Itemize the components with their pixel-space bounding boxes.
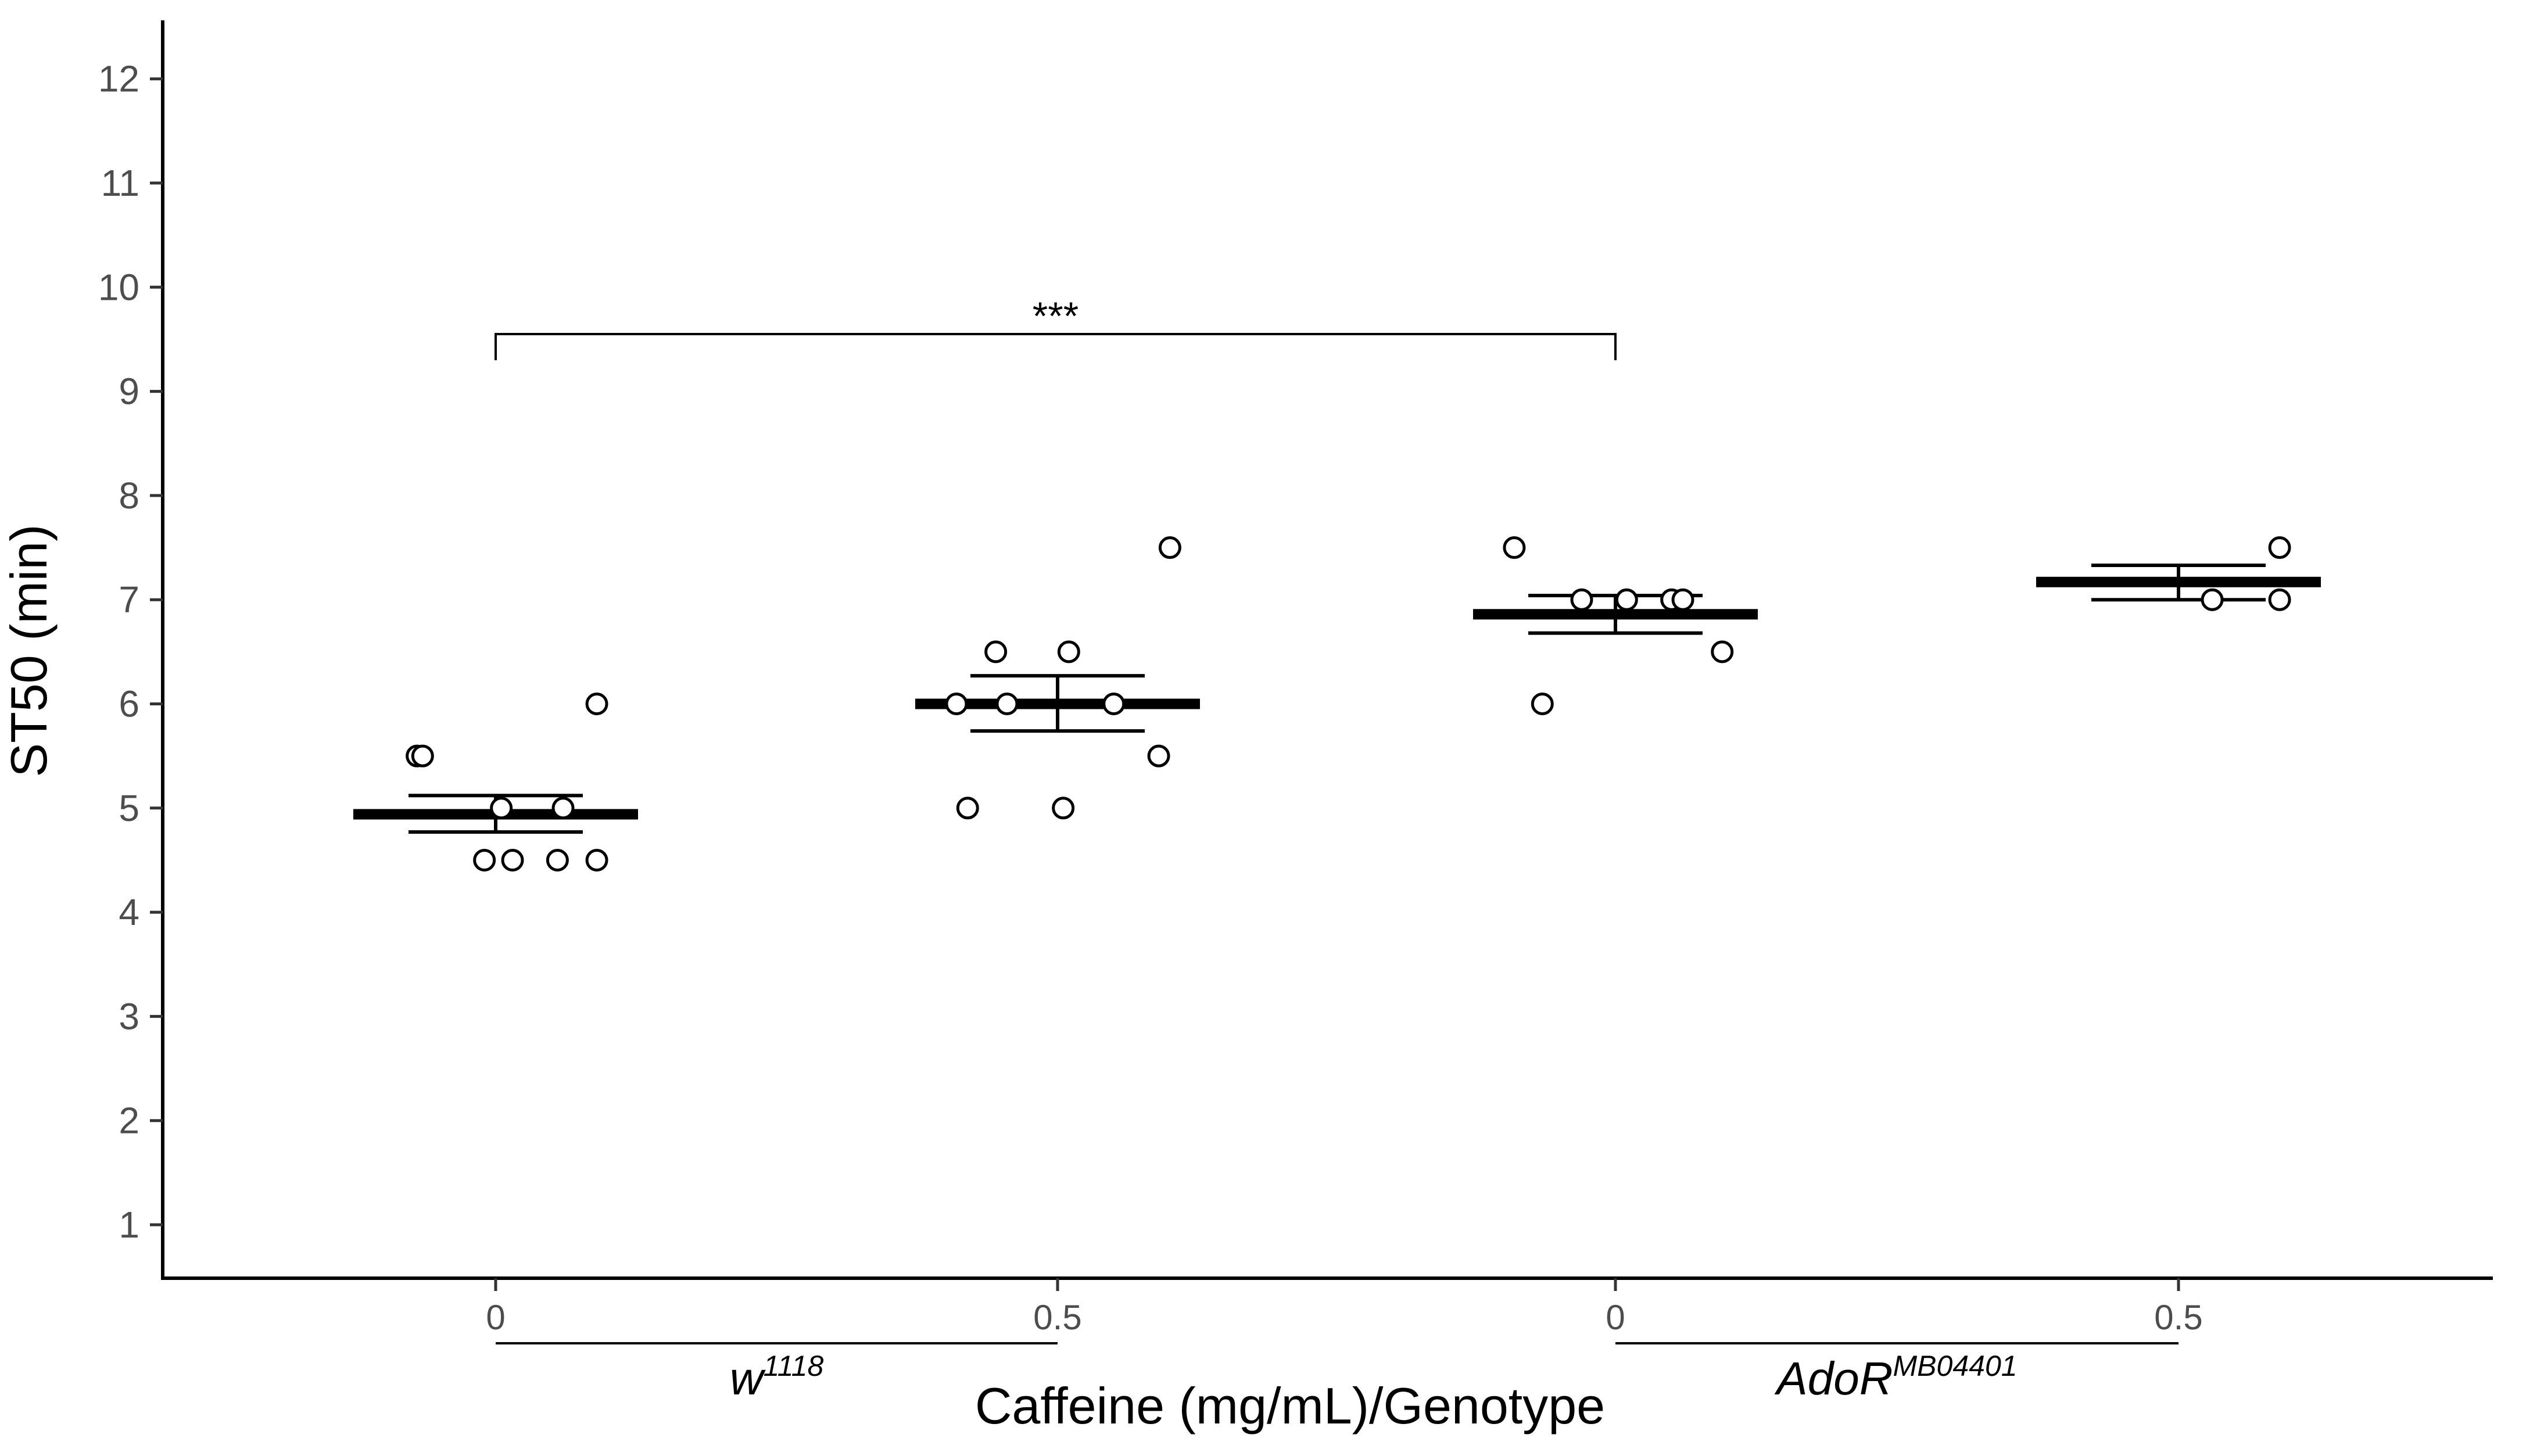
data-point bbox=[551, 797, 575, 820]
data-point bbox=[945, 693, 968, 715]
data-point bbox=[490, 797, 513, 820]
y-tick-label: 7 bbox=[119, 579, 139, 621]
data-point bbox=[585, 848, 608, 872]
x-axis-title: Caffeine (mg/mL)/Genotype bbox=[975, 1377, 1605, 1435]
group-label-name: AdoR bbox=[1774, 1353, 1893, 1404]
data-point bbox=[1531, 693, 1554, 715]
y-tick-label: 12 bbox=[98, 58, 139, 100]
y-tick-label: 6 bbox=[119, 683, 139, 725]
data-point bbox=[995, 693, 1019, 715]
data-point bbox=[956, 797, 979, 820]
y-tick-label: 4 bbox=[119, 891, 139, 933]
data-point bbox=[473, 848, 496, 872]
data-point bbox=[1147, 744, 1170, 768]
significance-label: *** bbox=[1033, 294, 1079, 338]
data-point bbox=[501, 848, 524, 872]
data-point bbox=[1711, 640, 1734, 664]
y-axis-title: ST50 (min) bbox=[0, 524, 58, 777]
x-tick-label: 0.5 bbox=[1033, 1298, 1081, 1337]
group-label-superscript: MB04401 bbox=[1893, 1350, 2018, 1382]
data-point bbox=[1615, 588, 1638, 611]
data-point bbox=[411, 744, 434, 768]
data-point bbox=[1671, 588, 1694, 611]
y-tick-label: 3 bbox=[119, 995, 139, 1037]
data-point bbox=[2268, 588, 2291, 611]
data-point bbox=[2268, 536, 2291, 560]
group-label: AdoRMB04401 bbox=[1774, 1350, 2017, 1404]
data-point bbox=[1503, 536, 1526, 560]
significance-bracket bbox=[495, 332, 1617, 360]
data-point bbox=[2201, 588, 2224, 611]
y-tick-label: 8 bbox=[119, 475, 139, 517]
y-tick-label: 5 bbox=[119, 787, 139, 829]
data-point bbox=[984, 640, 1008, 664]
y-tick-label: 2 bbox=[119, 1100, 139, 1142]
data-point bbox=[1057, 640, 1080, 664]
group-label: w1118 bbox=[730, 1350, 824, 1404]
x-tick-label: 0 bbox=[1606, 1298, 1625, 1337]
data-point bbox=[585, 693, 608, 715]
y-tick-label: 9 bbox=[119, 371, 139, 413]
data-point bbox=[546, 848, 569, 872]
data-point bbox=[1102, 693, 1126, 715]
y-tick-label: 1 bbox=[119, 1204, 139, 1246]
y-tick-label: 10 bbox=[98, 266, 139, 308]
y-tick-label: 11 bbox=[101, 162, 139, 204]
data-point bbox=[1570, 588, 1593, 611]
group-label-name: w bbox=[730, 1353, 766, 1404]
data-point bbox=[1052, 797, 1075, 820]
x-tick-label: 0 bbox=[486, 1298, 505, 1337]
data-point bbox=[1158, 536, 1181, 560]
x-tick-label: 0.5 bbox=[2154, 1298, 2202, 1337]
group-label-superscript: 1118 bbox=[763, 1350, 823, 1382]
